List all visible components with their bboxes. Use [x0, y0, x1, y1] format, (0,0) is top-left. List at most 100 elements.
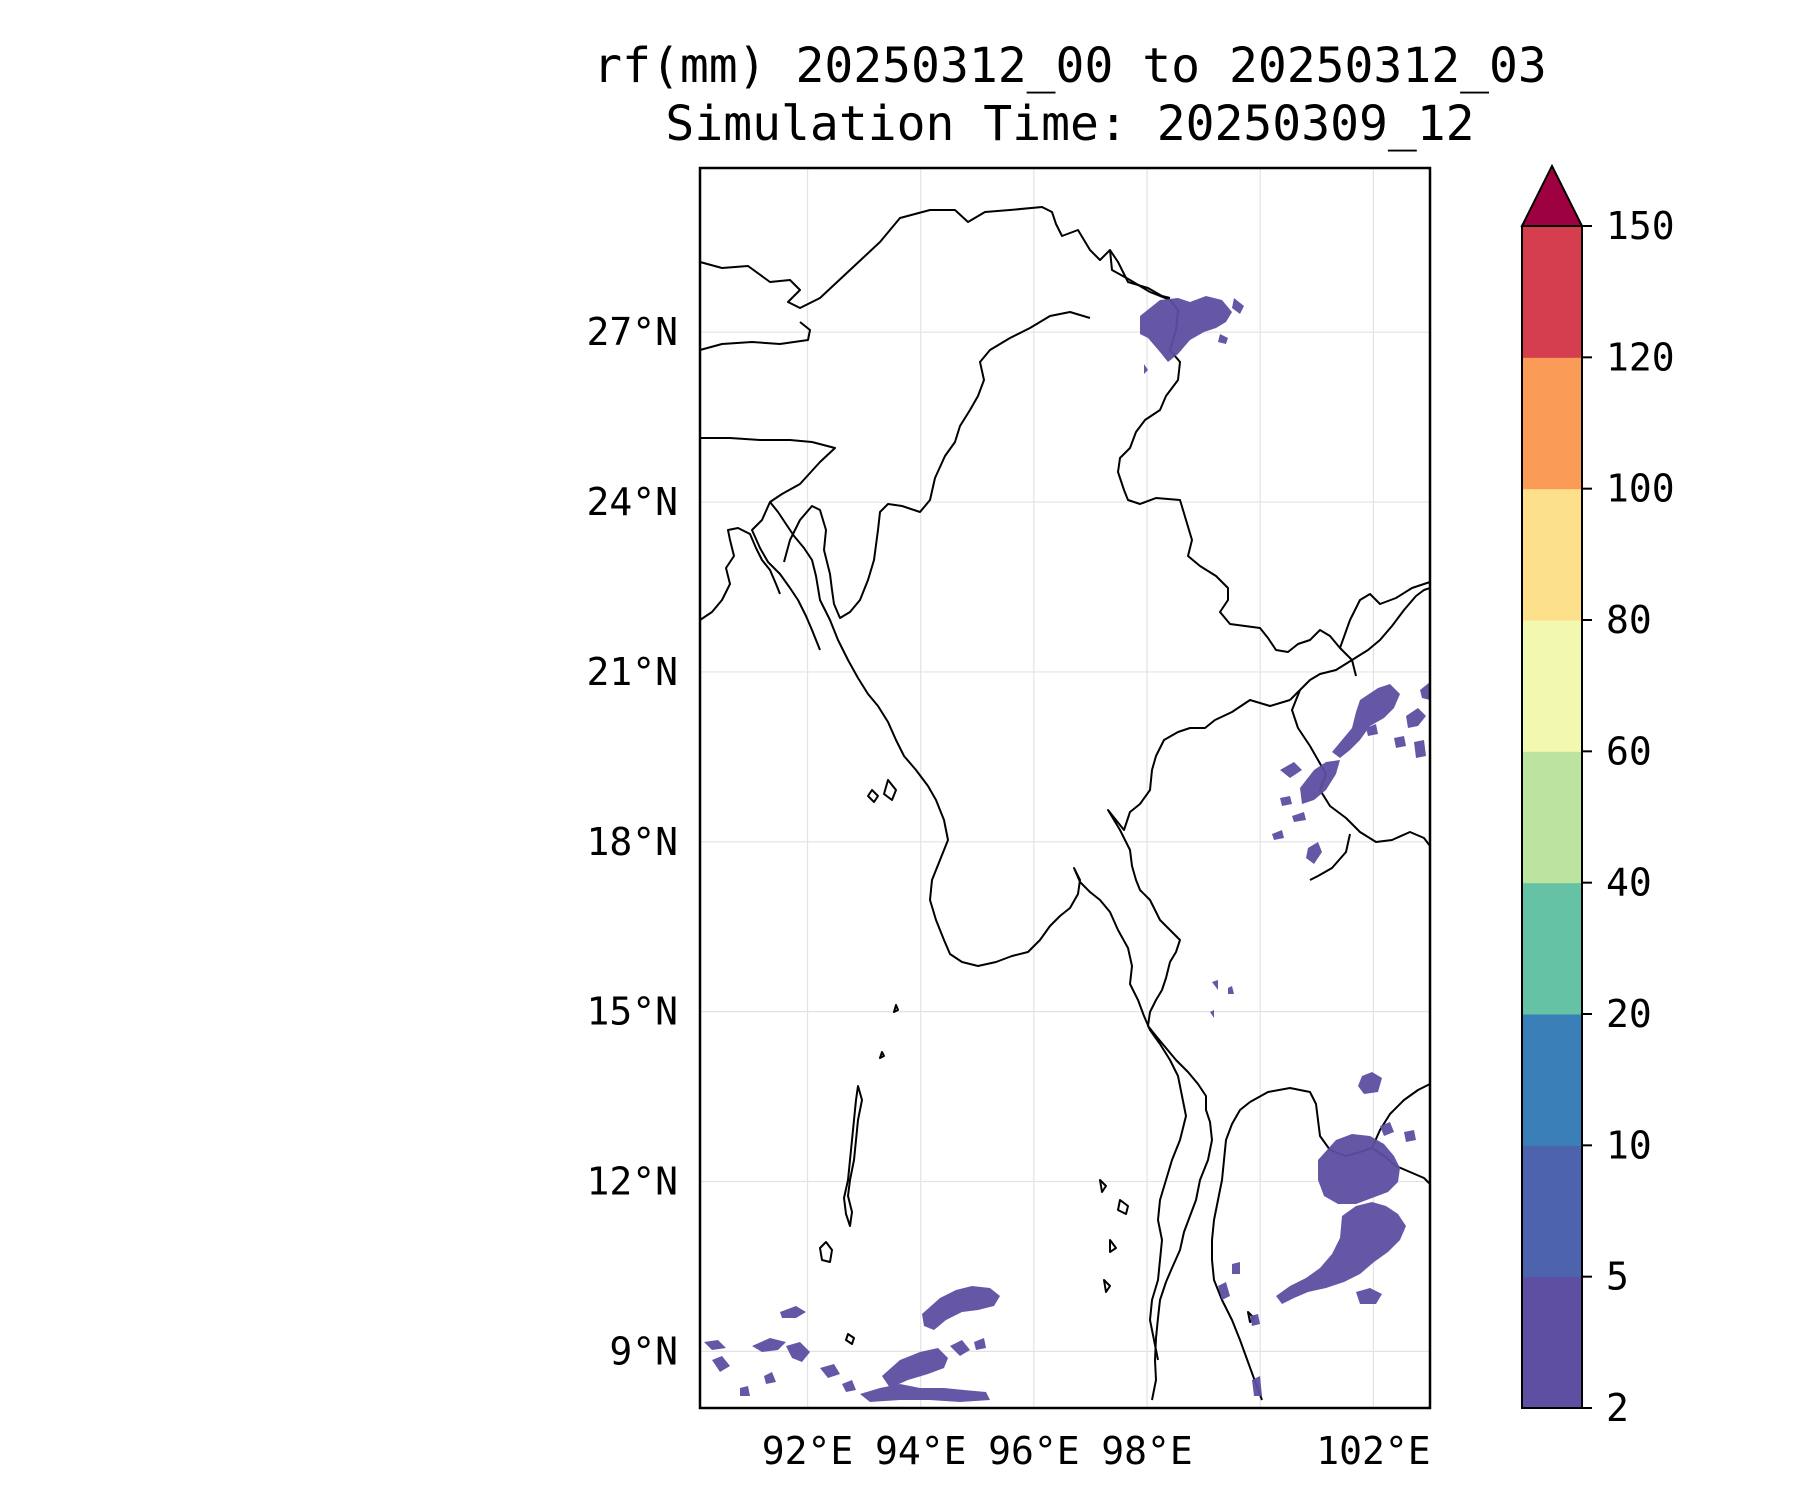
colorbar-tick-label: 5 — [1606, 1255, 1629, 1299]
northern-border-line — [699, 206, 1171, 309]
colorbar: 2 5 10 20 40 60 80 100 120 150 — [1520, 163, 1675, 1430]
latitude-tick-label: 12°N — [586, 1160, 678, 1204]
rain-patch — [950, 1340, 970, 1356]
latitude-tick-label: 18°N — [586, 820, 678, 864]
islet-outline — [1109, 1239, 1117, 1253]
map-frame — [698, 166, 1432, 1410]
rain-patch — [842, 1380, 856, 1392]
longitude-tick-label: 102°E — [1316, 1429, 1430, 1473]
latitude-tick-label: 21°N — [586, 650, 678, 694]
rain-patch — [1144, 364, 1148, 374]
rain-patch — [1404, 1130, 1416, 1142]
colorbar-bin — [1522, 226, 1582, 358]
latitude-tick-label: 27°N — [586, 310, 678, 354]
colorbar-bin — [1522, 882, 1582, 1015]
rain-patch — [1356, 1288, 1382, 1304]
rain-patch — [1366, 724, 1378, 736]
islet-outline — [1103, 1279, 1111, 1293]
rain-patch — [1300, 760, 1340, 804]
longitude-tick-label: 98°E — [1101, 1429, 1193, 1473]
rain-patch — [1140, 296, 1232, 362]
rain-patch — [1292, 812, 1306, 822]
colorbar-tick-label: 60 — [1606, 729, 1652, 773]
longitude-labels: 92°E 94°E 96°E 98°E 102°E — [762, 1429, 1431, 1473]
coco-island-outline — [883, 779, 897, 801]
rain-patch — [1210, 1010, 1214, 1018]
latitude-tick-label: 15°N — [586, 990, 678, 1034]
map-title: rf(mm) 20250312_00 to 20250312_03 — [593, 38, 1547, 94]
myanmar-india-border-line — [783, 311, 1091, 619]
rain-patch — [1232, 298, 1244, 314]
colorbar-tick-label: 20 — [1606, 992, 1652, 1036]
colorbar-tick-label: 80 — [1606, 598, 1652, 642]
thailand-north-border-line — [1291, 689, 1431, 847]
laos-vietnam-border-line — [1339, 581, 1431, 649]
colorbar-bin — [1522, 751, 1582, 884]
colorbar-tick-label: 2 — [1606, 1386, 1629, 1430]
rain-patch — [1252, 1376, 1262, 1396]
thailand-laos-border-line — [1289, 587, 1431, 701]
colorbar-bin — [1522, 1145, 1582, 1278]
colorbar-tick-label: 150 — [1606, 204, 1675, 248]
rain-patch — [922, 1286, 1000, 1330]
rain-patch — [1272, 830, 1284, 840]
colorbar-bin — [1522, 1276, 1582, 1409]
rain-patch — [1280, 762, 1302, 778]
map-subtitle: Simulation Time: 20250309_12 — [665, 96, 1475, 152]
rain-patch — [712, 1356, 730, 1372]
rain-patch — [974, 1338, 986, 1350]
colorbar-tick-label: 10 — [1606, 1123, 1652, 1167]
bangladesh-north-border-line — [700, 437, 836, 651]
rain-patch — [1228, 986, 1234, 994]
colorbar-frame — [1521, 225, 1583, 1409]
myanmar-coastline — [769, 501, 1187, 1361]
rainfall-contours — [704, 296, 1430, 1402]
colorbar-extend-arrow — [1520, 163, 1584, 227]
rain-patch — [752, 1338, 786, 1352]
map-panel[interactable] — [698, 166, 1432, 1410]
andaman-island-outline — [843, 1085, 863, 1227]
longitude-tick-label: 92°E — [762, 1429, 854, 1473]
rain-patch — [1406, 708, 1426, 728]
rain-patch — [1218, 334, 1228, 344]
thailand-peninsula-coastline — [1211, 1101, 1263, 1401]
gridlines — [700, 168, 1430, 1408]
latitude-labels: 27°N 24°N 21°N 18°N 15°N 12°N 9°N — [586, 310, 678, 1373]
colorbar-bin — [1522, 620, 1582, 752]
colorbar-tick-label: 120 — [1606, 335, 1675, 379]
rain-patch — [1420, 682, 1430, 700]
islet-outline — [879, 1051, 885, 1059]
rain-patch — [1358, 1072, 1382, 1094]
islet-outline — [1099, 1179, 1107, 1193]
rain-patch — [704, 1340, 726, 1350]
rain-patch — [1306, 842, 1322, 864]
islet-outline — [1117, 1199, 1129, 1215]
rain-patch — [1250, 1314, 1260, 1326]
rain-patch — [1380, 1122, 1394, 1136]
rain-patch — [882, 1348, 948, 1388]
islet-outline — [893, 1004, 899, 1013]
cambodia-border-line — [1371, 1083, 1431, 1149]
bangladesh-coastline — [699, 527, 781, 621]
rain-patch — [1332, 684, 1400, 758]
latitude-tick-label: 24°N — [586, 480, 678, 524]
rain-patch — [860, 1384, 990, 1402]
little-andaman-outline — [819, 1241, 833, 1263]
rain-patch — [1318, 1134, 1400, 1204]
myanmar-thailand-border-line — [1107, 699, 1291, 1401]
assam-border-line — [699, 321, 811, 351]
thailand-east-border-line — [1309, 833, 1351, 881]
rain-patch — [764, 1372, 776, 1384]
rain-patch — [1218, 1282, 1230, 1300]
colorbar-bin — [1522, 357, 1582, 490]
rain-patch — [780, 1306, 806, 1318]
rain-patch — [740, 1386, 750, 1396]
rain-patch — [1280, 796, 1292, 806]
colorbar-tick-label: 40 — [1606, 861, 1652, 905]
rain-patch — [1394, 736, 1406, 748]
rain-patch — [820, 1364, 840, 1378]
rain-patch — [786, 1342, 810, 1362]
latitude-tick-label: 9°N — [609, 1329, 678, 1373]
colorbar-bin — [1522, 488, 1582, 621]
